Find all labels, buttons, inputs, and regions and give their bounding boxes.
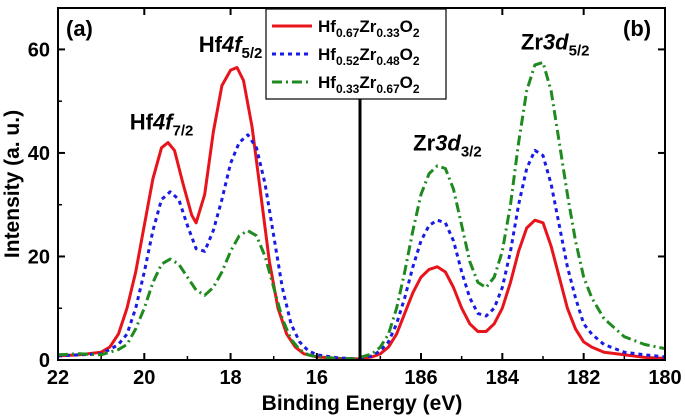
y-tick-label: 40 xyxy=(28,143,50,165)
series-line xyxy=(58,133,360,360)
legend-entry: Hf0.33Zr0.67O2 xyxy=(318,73,420,96)
y-tick-label: 0 xyxy=(39,350,50,372)
x-tick-label: 20 xyxy=(133,367,155,389)
series-line xyxy=(360,60,665,359)
y-axis-title: Intensity (a. u.) xyxy=(1,110,24,258)
x-tick-label: 18 xyxy=(219,367,241,389)
legend-entry: Hf0.67Zr0.33O2 xyxy=(318,17,420,40)
legend-entry: Hf0.52Zr0.48O2 xyxy=(318,45,420,68)
x-tick-label: 186 xyxy=(404,367,437,389)
peak-annotation: Hf4f5/2 xyxy=(199,32,263,62)
x-tick-label: 16 xyxy=(306,367,328,389)
y-tick-label: 20 xyxy=(28,246,50,268)
series-line xyxy=(58,66,360,360)
panel-label: (b) xyxy=(623,16,651,41)
x-tick-label: 184 xyxy=(486,367,520,389)
x-tick-label: 182 xyxy=(567,367,600,389)
x-axis-title: Binding Energy (eV) xyxy=(262,392,463,415)
series-line xyxy=(360,148,665,360)
series-line xyxy=(360,218,665,360)
peak-annotation: Zr3d5/2 xyxy=(521,29,590,59)
series-line xyxy=(58,229,360,360)
panel-b-plot xyxy=(360,60,665,360)
peak-annotation: Zr3d3/2 xyxy=(413,130,482,160)
x-tick-label: 22 xyxy=(47,367,69,389)
x-tick-label: 180 xyxy=(648,367,681,389)
y-tick-label: 60 xyxy=(28,39,50,61)
panel-a-plot xyxy=(58,66,360,360)
peak-annotation: Hf4f7/2 xyxy=(130,110,194,140)
panel-label: (a) xyxy=(66,16,93,41)
